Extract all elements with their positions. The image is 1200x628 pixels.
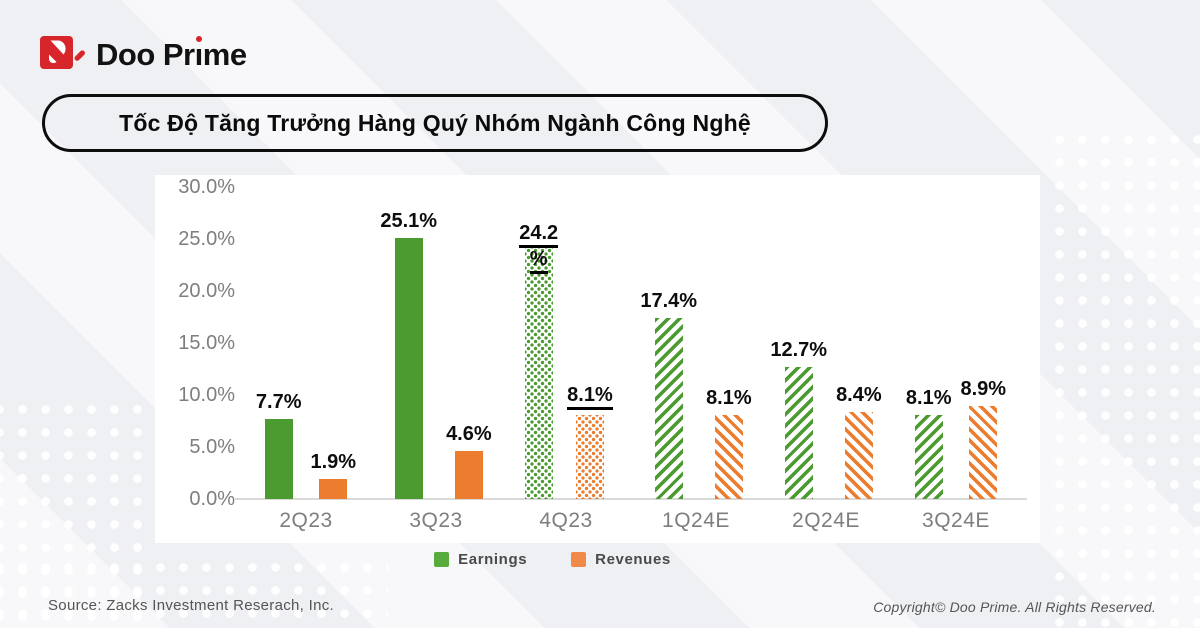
bar-value-label: 17.4% (640, 290, 698, 312)
bar-column: 7.7% (256, 391, 302, 499)
bar-value-label: 1.9% (310, 451, 357, 474)
bar-value-label: 4.6% (446, 423, 492, 446)
bar-earnings-3q24e (914, 414, 943, 499)
bar-column: 25.1% (380, 210, 437, 499)
bar-revenues-1q24e (714, 414, 743, 499)
doo-prime-logo-icon (40, 36, 85, 69)
bar-revenues-4q23 (575, 414, 604, 499)
bar-earnings-2q24e (784, 366, 813, 499)
bar-group-4q23: 24.2% 8.1% (501, 222, 631, 499)
bar-plot-area: 7.7% 1.9% 25.1% 4.6% 24.2% 8.1% 17.4% 8.1% 12.7%… (241, 187, 1021, 499)
halftone-dots-decoration (1048, 128, 1200, 628)
bar-column: 8.1% (906, 387, 952, 499)
bar-value-label: 8.1% (905, 386, 952, 409)
legend-label: Revenues (595, 551, 671, 568)
bar-column: 12.7% (770, 339, 827, 499)
chart-legend: Earnings Revenues (110, 551, 995, 568)
halftone-dots-decoration (0, 398, 153, 628)
source-note: Source: Zacks Investment Reserach, Inc. (48, 597, 334, 614)
bar-earnings-2q23 (264, 418, 293, 499)
x-axis-label-3q23: 3Q23 (409, 509, 463, 532)
x-axis-label-2q23: 2Q23 (279, 509, 333, 532)
y-axis-tick: 30.0% (178, 176, 235, 198)
bar-value-label: 8.4% (836, 383, 882, 406)
bar-earnings-3q23 (394, 238, 423, 499)
chart-card: 30.0% 25.0% 20.0% 15.0% 10.0% 5.0% 0.0% 7.7% 1.… (155, 175, 1040, 543)
bar-revenues-3q24e (969, 406, 998, 499)
bar-earnings-4q23 (524, 247, 553, 499)
brand-logo: Doo Prıme (40, 33, 247, 73)
bar-column: 4.6% (446, 423, 492, 499)
bar-value-label: 24.2% (519, 222, 559, 275)
chart-title-pill: Tốc Độ Tăng Trưởng Hàng Quý Nhóm Ngành C… (42, 94, 828, 152)
y-axis-tick: 0.0% (189, 488, 235, 510)
bar-column: 8.1% (567, 384, 613, 499)
bar-column: 8.9% (960, 378, 1007, 499)
legend-item-earnings: Earnings (434, 551, 527, 568)
legend-swatch (571, 552, 587, 567)
bar-revenues-3q23 (454, 451, 483, 499)
y-axis-tick: 15.0% (178, 332, 235, 354)
bar-value-label: 25.1% (380, 210, 438, 232)
bar-revenues-2q23 (319, 479, 348, 499)
x-axis-label-4q23: 4Q23 (539, 509, 593, 532)
bar-value-label: 7.7% (255, 390, 302, 413)
bar-value-label: 8.1% (567, 384, 613, 410)
legend-swatch (434, 552, 450, 567)
x-axis-line (235, 498, 1027, 500)
x-axis-label-2q24e: 2Q24E (792, 509, 860, 532)
bar-column: 8.4% (836, 384, 882, 499)
bar-value-label: 8.1% (706, 386, 752, 409)
y-axis-tick: 20.0% (178, 280, 235, 302)
legend-label: Earnings (458, 551, 528, 568)
x-axis-label-1q24e: 1Q24E (662, 509, 730, 532)
bar-group-3q23: 25.1% 4.6% (371, 210, 501, 499)
bar-group-3q24e: 8.1% 8.9% (891, 378, 1021, 499)
bar-group-2q24e: 12.7% 8.4% (761, 339, 891, 499)
page-title: Tốc Độ Tăng Trưởng Hàng Quý Nhóm Ngành C… (119, 109, 751, 136)
bar-value-label: 8.9% (960, 378, 1007, 401)
bar-column: 1.9% (310, 451, 357, 499)
x-axis-label-3q24e: 3Q24E (922, 509, 990, 532)
y-axis-tick: 5.0% (189, 436, 235, 458)
bar-group-1q24e: 17.4% 8.1% (631, 290, 761, 499)
brand-name: Doo Prıme (96, 37, 247, 72)
bar-value-label: 12.7% (770, 338, 828, 361)
bar-revenues-2q24e (844, 411, 873, 499)
bar-column: 17.4% (640, 290, 697, 499)
x-axis-labels: 2Q23 3Q23 4Q23 1Q24E 2Q24E 3Q24E (241, 509, 1021, 533)
bar-column: 8.1% (706, 387, 752, 499)
copyright-note: Copyright© Doo Prime. All Rights Reserve… (873, 599, 1156, 615)
y-axis-tick: 10.0% (178, 384, 235, 406)
bar-earnings-1q24e (654, 318, 683, 499)
brand-i-red-dot: ı (194, 37, 204, 72)
legend-item-revenues: Revenues (571, 551, 671, 568)
bar-group-2q23: 7.7% 1.9% (241, 391, 371, 499)
bar-column: 24.2% (519, 222, 559, 499)
y-axis-tick: 25.0% (178, 228, 235, 250)
